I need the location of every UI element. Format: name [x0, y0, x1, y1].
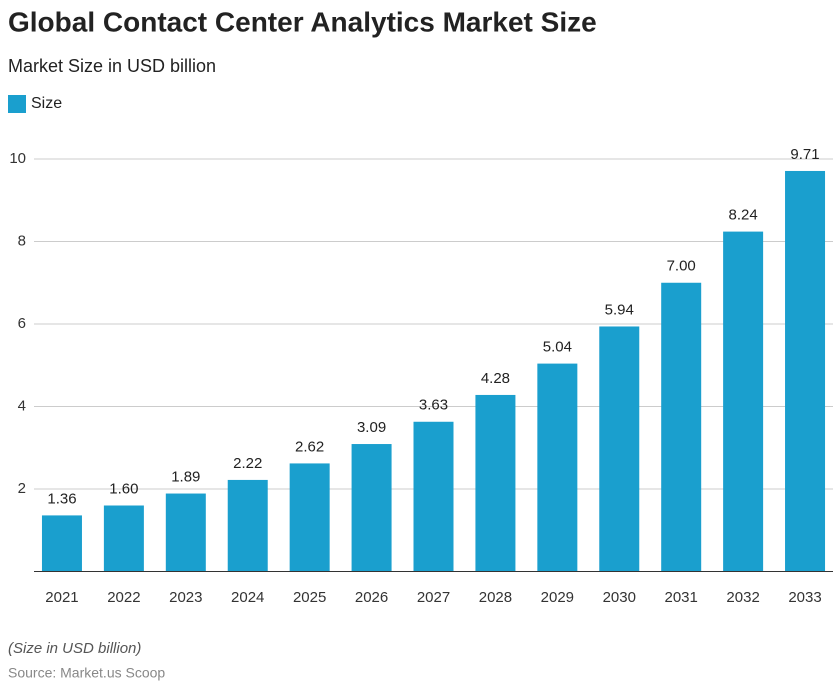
value-label: 1.89 [171, 469, 200, 486]
y-tick-label: 8 [18, 232, 26, 249]
note: (Size in USD billion) [8, 640, 141, 657]
value-label: 2.62 [295, 438, 324, 455]
bar [103, 505, 144, 572]
source: Source: Market.us Scoop [8, 665, 165, 681]
chart-title: Global Contact Center Analytics Market S… [8, 6, 597, 37]
y-tick-label: 2 [18, 480, 26, 497]
value-label: 2.22 [233, 455, 262, 472]
bar [289, 463, 330, 572]
x-tick-label: 2023 [169, 589, 202, 606]
bar [785, 170, 826, 572]
bar [165, 493, 206, 572]
value-label: 7.00 [667, 258, 696, 275]
bar [41, 515, 82, 572]
bar [227, 479, 268, 572]
bar [537, 363, 578, 572]
bar [599, 326, 640, 572]
y-tick-label: 4 [18, 397, 26, 414]
value-label: 3.63 [419, 397, 448, 414]
x-tick-label: 2024 [231, 589, 264, 606]
x-tick-label: 2022 [107, 589, 140, 606]
bar [661, 282, 702, 572]
x-tick-label: 2030 [603, 589, 636, 606]
value-label: 3.09 [357, 419, 386, 436]
value-label: 1.60 [109, 480, 138, 497]
bar [413, 421, 454, 572]
bar [351, 444, 392, 572]
x-tick-label: 2025 [293, 589, 326, 606]
x-tick-label: 2026 [355, 589, 388, 606]
x-tick-label: 2031 [665, 589, 698, 606]
value-label: 4.28 [481, 370, 510, 387]
legend-label: Size [31, 95, 62, 112]
value-label: 9.71 [790, 146, 819, 163]
chart-subtitle: Market Size in USD billion [8, 56, 216, 76]
value-label: 1.36 [47, 490, 76, 507]
x-tick-label: 2027 [417, 589, 450, 606]
x-tick-label: 2021 [45, 589, 78, 606]
y-tick-label: 6 [18, 315, 26, 332]
x-tick-label: 2032 [726, 589, 759, 606]
legend-swatch [8, 95, 26, 113]
value-label: 5.94 [605, 301, 634, 318]
x-tick-label: 2033 [788, 589, 821, 606]
x-tick-label: 2029 [541, 589, 574, 606]
x-tick-label: 2028 [479, 589, 512, 606]
bar [475, 394, 516, 572]
y-tick-label: 10 [9, 150, 26, 167]
value-label: 5.04 [543, 339, 572, 356]
value-label: 8.24 [729, 207, 758, 224]
bar [723, 231, 764, 572]
